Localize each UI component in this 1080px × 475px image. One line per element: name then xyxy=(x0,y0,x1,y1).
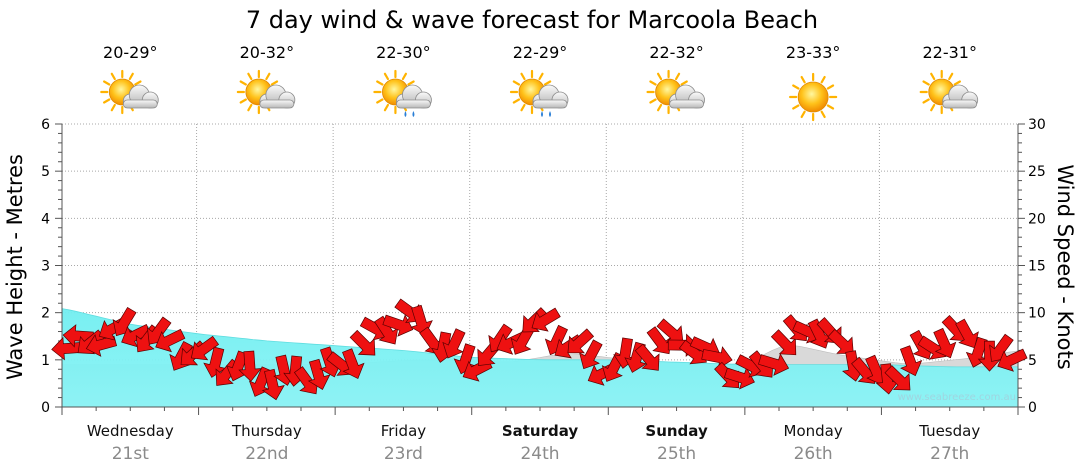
wind-arrow xyxy=(933,327,957,359)
sun-icon xyxy=(789,72,838,122)
y-tick-label-right: 10 xyxy=(1028,306,1046,322)
wind-arrow xyxy=(307,358,331,390)
x-axis-day-labels: Wednesday 21st Thursday 22nd Friday 23rd Satur… xyxy=(87,422,980,464)
y-tick-label-right: 25 xyxy=(1028,164,1046,180)
wind-arrow xyxy=(349,329,376,356)
day-name-label: Thursday xyxy=(231,422,302,440)
wind-arrow xyxy=(758,353,790,376)
y-axis-right: 0 5 10 15 20 25 30 xyxy=(1028,117,1046,416)
wind-arrow xyxy=(899,345,923,377)
wind-arrows xyxy=(51,298,1028,401)
y-tick-label-left: 2 xyxy=(41,306,50,322)
wind-arrow xyxy=(190,335,220,361)
wind-arrow xyxy=(261,368,285,401)
cloud-rain-icon xyxy=(373,69,432,117)
wind-arrow xyxy=(442,328,466,359)
temperature-range: 22-30° xyxy=(376,43,431,62)
wind-arrow xyxy=(827,328,854,354)
y-tick-label-left: 0 xyxy=(41,400,50,416)
y-tick-label-right: 20 xyxy=(1028,211,1046,227)
y-tick-label-left: 6 xyxy=(41,117,50,133)
wind-arrow xyxy=(701,346,733,370)
wind-arrow xyxy=(997,348,1028,372)
wind-arrow xyxy=(238,350,262,382)
wind-arrow xyxy=(342,348,365,380)
cloud-rain-icon xyxy=(509,69,569,117)
y-axis-right-label: Wind Speed - Knots xyxy=(1053,164,1077,369)
wind-arrow xyxy=(374,315,399,345)
y-axis-left-label: Wave Height - Metres xyxy=(3,154,27,380)
day-date-label: 23rd xyxy=(384,444,423,464)
day-date-label: 27th xyxy=(930,444,969,464)
partly-cloudy-icon xyxy=(236,69,296,115)
watermark: www.seabreeze.com.au xyxy=(898,392,1016,403)
wind-arrow xyxy=(531,307,561,332)
wind-arrow xyxy=(770,329,797,356)
partly-cloudy-icon xyxy=(100,69,159,115)
day-date-label: 26th xyxy=(794,444,833,464)
partly-cloudy-icon xyxy=(646,69,705,115)
y-tick-label-right: 15 xyxy=(1028,259,1046,275)
temperature-range: 22-32° xyxy=(649,43,704,62)
wind-arrow xyxy=(723,367,755,390)
day-name-label: Saturday xyxy=(502,422,579,440)
y-tick-label-right: 5 xyxy=(1028,353,1037,369)
temperature-range: 23-33° xyxy=(786,43,841,62)
temperature-range: 20-32° xyxy=(240,43,295,62)
day-date-label: 24th xyxy=(520,444,559,464)
wind-arrow xyxy=(203,346,227,378)
temperature-range: 20-29° xyxy=(103,43,158,62)
y-tick-label-left: 4 xyxy=(41,211,50,227)
y-tick-label-right: 30 xyxy=(1028,117,1046,133)
wind-arrow xyxy=(579,339,603,370)
y-tick-label-left: 1 xyxy=(41,353,50,369)
day-name-label: Monday xyxy=(784,422,843,440)
wind-arrow xyxy=(382,314,414,337)
wind-arrow xyxy=(155,328,186,353)
wind-arrow xyxy=(634,343,660,371)
temperature-range: 22-29° xyxy=(513,43,568,62)
wind-arrow xyxy=(807,318,832,349)
day-date-label: 21st xyxy=(112,444,149,464)
temperature-range: 22-31° xyxy=(922,43,977,62)
day-date-label: 25th xyxy=(657,444,696,464)
day-name-label: Sunday xyxy=(645,422,708,440)
day-date-label: 22nd xyxy=(245,444,288,464)
y-tick-label-left: 3 xyxy=(41,259,50,275)
wind-arrow xyxy=(567,328,595,354)
y-tick-label-left: 5 xyxy=(41,164,50,180)
day-name-label: Wednesday xyxy=(87,422,174,440)
wind-arrow xyxy=(884,365,911,391)
partly-cloudy-icon xyxy=(919,69,979,115)
wind-arrow xyxy=(955,318,979,349)
y-tick-label-right: 0 xyxy=(1028,400,1037,416)
daily-forecast-row: 20-29° 20-32° 22-30° 22-29° 22-32° 23-33° 22-3… xyxy=(100,43,979,122)
day-name-label: Tuesday xyxy=(918,422,980,440)
wind-arrow xyxy=(646,326,672,355)
y-axis-left: 0 1 2 3 4 5 6 xyxy=(41,117,50,416)
chart-title: 7 day wind & wave forecast for Marcoola … xyxy=(246,6,818,34)
day-name-label: Friday xyxy=(381,422,427,440)
